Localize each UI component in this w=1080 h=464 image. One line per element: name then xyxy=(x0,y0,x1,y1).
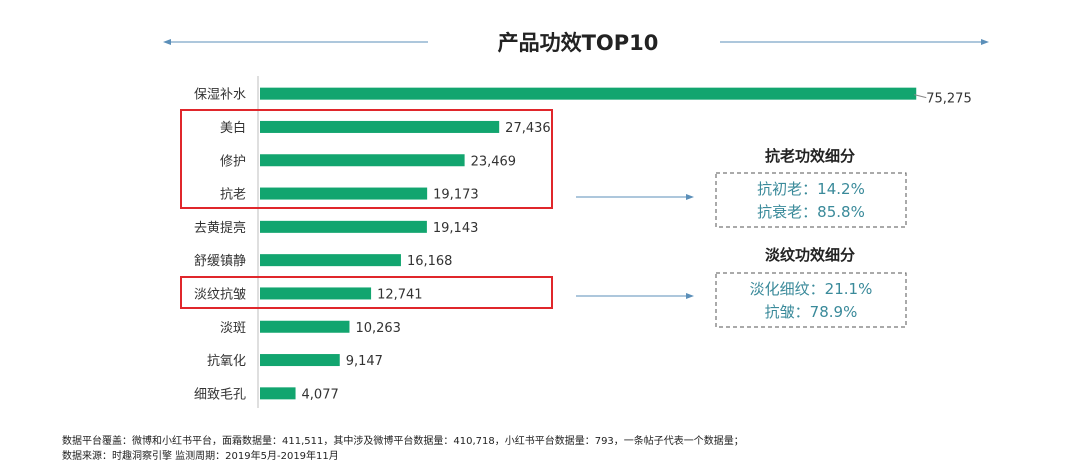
bar xyxy=(260,120,500,133)
bars-group: 保湿补水 75,275 美白 27,436 修护 23,469 抗老 19,173 去黄提亮 19… xyxy=(194,87,972,402)
bar xyxy=(260,387,296,400)
category-label: 抗老 xyxy=(220,188,246,203)
value-label: 16,168 xyxy=(407,254,453,269)
bar xyxy=(260,287,372,300)
value-label: 19,143 xyxy=(433,221,479,236)
value-label: 75,275 xyxy=(926,92,972,107)
chart-title: 产品功效TOP10 xyxy=(498,31,659,55)
bar xyxy=(260,87,917,100)
category-label: 抗氧化 xyxy=(207,354,246,369)
bar xyxy=(260,320,350,333)
category-label: 保湿补水 xyxy=(194,88,246,103)
annotation-wrinkle-title: 淡纹功效细分 xyxy=(765,246,855,264)
value-label: 10,263 xyxy=(355,321,401,336)
category-label: 细致毛孔 xyxy=(194,387,246,402)
bar xyxy=(260,354,340,367)
category-label: 淡斑 xyxy=(220,321,246,336)
value-label: 19,173 xyxy=(433,188,479,203)
annotation-antiaging: 抗老功效细分 抗初老：14.2% 抗衰老：85.8% xyxy=(715,147,907,228)
value-label: 27,436 xyxy=(505,121,551,136)
value-label: 12,741 xyxy=(377,287,423,302)
title-arrows xyxy=(163,39,989,45)
bar xyxy=(260,187,428,200)
annotation-wrinkle-line-1: 淡化细纹：21.1% xyxy=(750,280,873,298)
footer-source-note: 数据来源：时趣洞察引擎 监测周期：2019年5月-2019年11月 xyxy=(62,451,339,462)
annotation-antiaging-line-1: 抗初老：14.2% xyxy=(757,180,865,198)
value-label: 9,147 xyxy=(346,354,383,369)
category-label: 淡纹抗皱 xyxy=(194,286,246,302)
bar xyxy=(260,154,465,167)
connector-arrow-antiaging xyxy=(576,194,694,200)
highlight-box-antiaging-group xyxy=(180,109,553,209)
category-label: 修护 xyxy=(220,154,246,169)
category-label: 去黄提亮 xyxy=(194,220,246,236)
footer-coverage-note: 数据平台覆盖：微博和小红书平台，面霜数据量：411,511，其中涉及微博平台数据… xyxy=(62,436,744,447)
annotation-wrinkle-box xyxy=(715,272,907,328)
annotation-antiaging-title: 抗老功效细分 xyxy=(765,147,855,165)
annotation-wrinkle-line-2: 抗皱：78.9% xyxy=(765,303,858,321)
annotation-antiaging-box xyxy=(715,172,907,228)
value-leader-line xyxy=(914,94,927,99)
category-label: 美白 xyxy=(220,120,246,136)
category-label: 舒缓镇静 xyxy=(194,254,246,269)
value-label: 23,469 xyxy=(471,154,517,169)
annotation-antiaging-line-2: 抗衰老：85.8% xyxy=(757,203,865,221)
value-label: 4,077 xyxy=(302,387,339,402)
connector-arrow-wrinkle xyxy=(576,293,694,299)
bar xyxy=(260,220,427,233)
annotation-wrinkle: 淡纹功效细分 淡化细纹：21.1% 抗皱：78.9% xyxy=(715,246,907,328)
bar xyxy=(260,254,401,267)
highlight-box-wrinkle xyxy=(180,276,553,309)
